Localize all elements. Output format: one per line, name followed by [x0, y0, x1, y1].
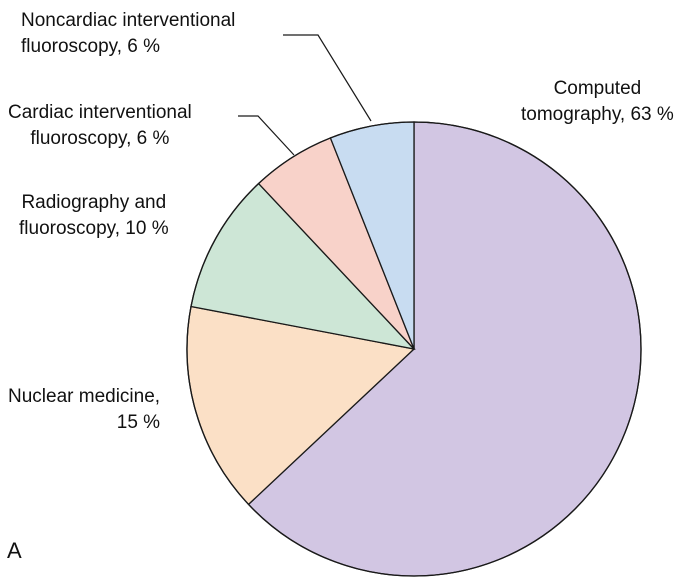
slice-label-line: fluoroscopy, 6 %: [30, 128, 170, 149]
slice-label-line: Radiography and: [21, 192, 167, 213]
slice-label-line: Cardiac interventional: [8, 102, 192, 123]
slice-label-cardiac-interventional: Cardiac interventional fluoroscopy, 6 %: [8, 100, 192, 152]
slice-label-noncardiac-interventional: Noncardiac interventional fluoroscopy, 6…: [21, 8, 235, 60]
slice-label-line: 15 %: [116, 412, 161, 433]
slice-label-radiography-fluoroscopy: Radiography and fluoroscopy, 10 %: [19, 190, 169, 242]
pie-slices: [186, 121, 642, 577]
slice-label-line: fluoroscopy, 10 %: [19, 218, 169, 239]
leader-line-noncardiac: [283, 34, 372, 122]
slice-label-line: fluoroscopy, 6 %: [21, 36, 161, 57]
slice-label-line: tomography, 63 %: [521, 104, 674, 125]
slice-label-nuclear-medicine: Nuclear medicine, 15 %: [8, 384, 160, 436]
slice-label-computed-tomography: Computed tomography, 63 %: [521, 76, 674, 128]
slice-label-line: Nuclear medicine,: [8, 386, 161, 407]
leader-line-cardiac: [238, 115, 295, 156]
slice-label-line: Noncardiac interventional: [21, 10, 236, 31]
pie-outline: [186, 121, 642, 577]
slice-label-line: Computed: [553, 78, 642, 99]
panel-label: A: [7, 538, 22, 563]
